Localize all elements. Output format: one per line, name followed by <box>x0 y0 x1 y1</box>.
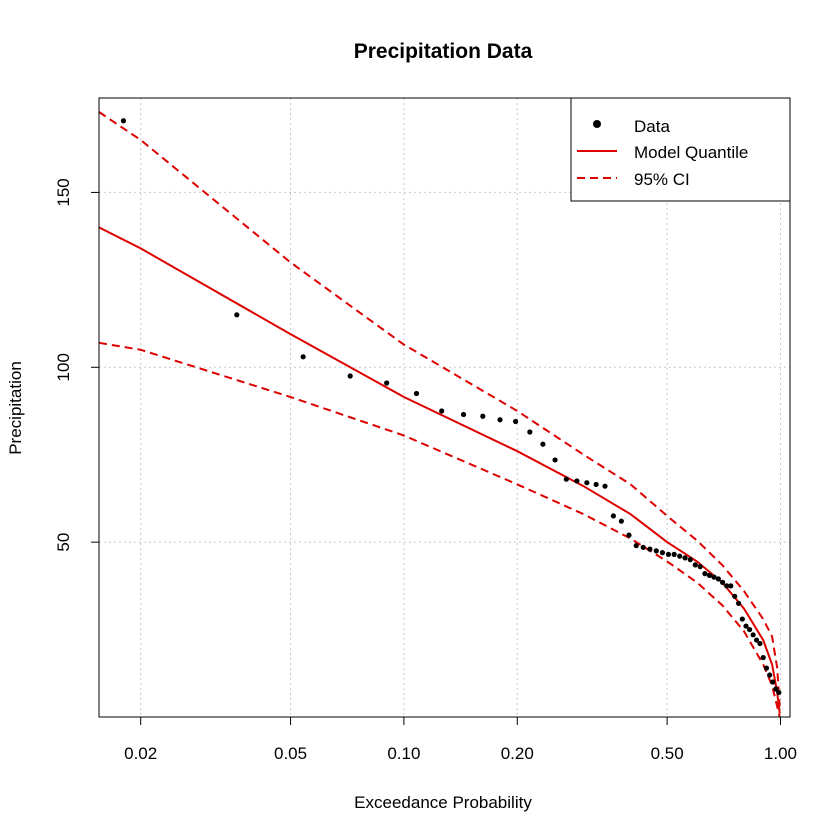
data-point-19 <box>610 513 616 519</box>
y-axis: 50 100 150 <box>54 178 100 552</box>
data-point-42 <box>735 600 742 606</box>
y-tick-label-2: 150 <box>54 178 73 206</box>
legend: Data Model Quantile 95% CI <box>570 97 791 202</box>
data-point-31 <box>687 557 693 563</box>
data-point-40 <box>728 583 734 589</box>
data-points <box>120 118 782 696</box>
data-point-6 <box>439 408 445 414</box>
data-point-28 <box>671 551 677 557</box>
data-point-5 <box>413 390 420 397</box>
data-point-21 <box>626 532 632 538</box>
legend-label-data: Data <box>634 117 670 136</box>
data-point-12 <box>540 441 546 447</box>
data-point-35 <box>706 572 713 578</box>
x-tick-label-3: 0.20 <box>501 744 534 763</box>
ci-upper-line <box>98 111 781 707</box>
data-point-39 <box>724 583 730 589</box>
y-tick-label-0: 50 <box>54 533 73 552</box>
data-point-52 <box>770 679 776 685</box>
data-point-43 <box>739 616 745 622</box>
x-axis: 0.02 0.05 0.10 0.20 0.50 1.00 <box>124 716 797 763</box>
data-point-50 <box>763 665 770 671</box>
data-point-10 <box>513 418 519 425</box>
chart-title: Precipitation Data <box>354 40 533 63</box>
legend-label-ci: 95% CI <box>634 170 690 189</box>
grid <box>99 98 790 717</box>
data-point-38 <box>720 579 726 585</box>
data-point-20 <box>618 518 624 524</box>
data-point-51 <box>767 672 773 678</box>
data-point-49 <box>760 654 766 661</box>
legend-label-model: Model Quantile <box>634 143 748 162</box>
data-point-26 <box>659 550 666 556</box>
data-point-17 <box>593 481 599 488</box>
y-tick-label-1: 100 <box>54 353 73 381</box>
data-point-13 <box>552 457 558 463</box>
data-point-53 <box>773 686 779 692</box>
legend-box <box>570 97 791 202</box>
data-point-25 <box>653 548 659 554</box>
data-point-14 <box>563 476 569 482</box>
data-point-36 <box>711 574 717 580</box>
data-point-0 <box>120 118 127 124</box>
x-tick-label-2: 0.10 <box>387 744 420 763</box>
data-point-45 <box>747 626 753 633</box>
x-tick-label-4: 0.50 <box>651 744 684 763</box>
data-point-30 <box>682 555 688 561</box>
data-point-32 <box>692 562 698 568</box>
data-point-24 <box>647 546 653 552</box>
data-point-9 <box>497 417 503 423</box>
data-point-33 <box>697 564 703 570</box>
y-axis-label: Precipitation <box>6 361 25 455</box>
data-point-16 <box>584 480 590 486</box>
legend-data-marker <box>593 120 601 128</box>
data-point-2 <box>300 354 306 360</box>
data-point-8 <box>480 413 486 419</box>
data-point-4 <box>384 380 390 386</box>
data-point-1 <box>234 312 240 318</box>
data-point-27 <box>665 551 672 557</box>
data-point-11 <box>527 429 533 435</box>
series-lines <box>98 111 781 718</box>
data-point-48 <box>757 640 763 647</box>
data-point-15 <box>574 478 580 484</box>
x-tick-label-1: 0.05 <box>274 744 307 763</box>
data-point-46 <box>750 632 756 638</box>
x-axis-label: Exceedance Probability <box>354 793 532 812</box>
model-quantile-line <box>98 226 781 714</box>
data-point-23 <box>640 544 646 550</box>
data-point-34 <box>702 571 708 577</box>
data-point-3 <box>347 373 353 379</box>
data-point-18 <box>602 483 608 489</box>
data-point-47 <box>753 637 760 643</box>
data-point-7 <box>460 411 467 418</box>
data-point-37 <box>715 576 721 582</box>
x-tick-label-5: 1.00 <box>764 744 797 763</box>
data-point-41 <box>732 593 738 599</box>
ci-lower-line <box>98 341 781 718</box>
data-point-29 <box>677 553 683 559</box>
x-tick-label-0: 0.02 <box>124 744 157 763</box>
data-point-54 <box>776 689 782 696</box>
data-point-44 <box>743 623 749 629</box>
data-point-22 <box>633 543 639 549</box>
